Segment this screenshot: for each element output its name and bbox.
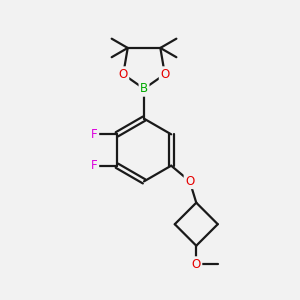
Text: F: F <box>91 128 98 141</box>
Text: O: O <box>118 68 128 81</box>
Text: B: B <box>140 82 148 95</box>
Text: O: O <box>185 175 194 188</box>
Text: F: F <box>91 159 98 172</box>
Text: O: O <box>192 258 201 271</box>
Text: O: O <box>160 68 170 81</box>
